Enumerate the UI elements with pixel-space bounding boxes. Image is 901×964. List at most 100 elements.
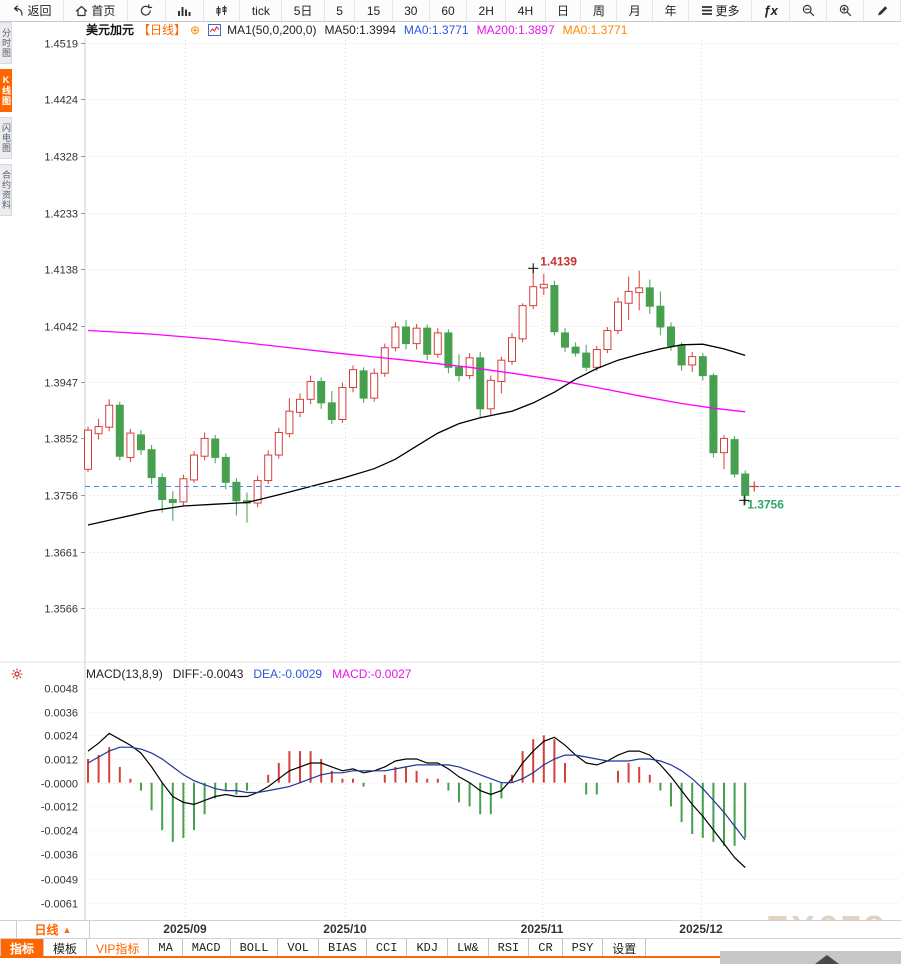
candle-body bbox=[221, 456, 230, 483]
price-chart-header: 美元加元 【日线】 ⊕ MA1(50,0,200,0) MA50:1.3994 … bbox=[86, 22, 627, 38]
candle-body bbox=[126, 432, 135, 458]
toolbar-month-label: 月 bbox=[628, 4, 641, 18]
toolbar-more-button[interactable]: 更多 bbox=[689, 0, 752, 21]
candle-body bbox=[200, 437, 209, 457]
toolbar-m5-button[interactable]: 5 bbox=[325, 0, 356, 21]
candle-body bbox=[274, 432, 283, 456]
toolbar-h2-label: 2H bbox=[478, 3, 494, 18]
home-icon bbox=[75, 5, 88, 17]
toolbar-day-button[interactable]: 日 bbox=[546, 0, 582, 21]
candle-body bbox=[137, 434, 145, 451]
candle-body bbox=[709, 375, 718, 454]
toolbar-candle-chart-button[interactable] bbox=[204, 0, 241, 21]
candle-body bbox=[359, 370, 368, 399]
sidebar-tab-K线图[interactable]: K线图 bbox=[0, 69, 12, 112]
indicator-tab-VIP指标[interactable]: VIP指标 bbox=[87, 939, 150, 957]
candle-body bbox=[486, 379, 495, 410]
candle-body bbox=[603, 330, 612, 351]
toolbar-column-chart-button[interactable] bbox=[166, 0, 204, 21]
candle-body bbox=[720, 437, 728, 454]
candle-body bbox=[561, 332, 569, 348]
price-tick-label: 1.3852 bbox=[44, 434, 78, 446]
toolbar-h4-label: 4H bbox=[517, 3, 534, 18]
candle-body bbox=[84, 429, 92, 470]
candle-body bbox=[667, 326, 675, 347]
indicator-tab-MACD[interactable]: MACD bbox=[183, 939, 231, 957]
indicator-tab-KDJ[interactable]: KDJ bbox=[407, 939, 449, 957]
sidebar-tab-闪电图[interactable]: 闪电图 bbox=[0, 117, 12, 159]
back-arrow-icon bbox=[11, 4, 24, 17]
toolbar-month-button[interactable]: 月 bbox=[617, 0, 654, 21]
ma0-blue-value: MA0:1.3771 bbox=[403, 22, 469, 37]
toolbar-back-button[interactable]: 返回 bbox=[0, 0, 64, 21]
indicator-tab-RSI[interactable]: RSI bbox=[489, 939, 530, 957]
toolbar-week-button[interactable]: 周 bbox=[581, 0, 618, 21]
macd-diff-line bbox=[87, 732, 746, 868]
price-tick-label: 1.4424 bbox=[44, 95, 78, 107]
sidebar-tab-分时图[interactable]: 分时图 bbox=[0, 22, 12, 64]
toolbar-5d-label: 5日 bbox=[293, 4, 313, 18]
indicator-tab-设置[interactable]: 设置 bbox=[603, 939, 647, 957]
toolbar-zoom-in-button[interactable] bbox=[827, 0, 865, 21]
candle-body bbox=[730, 439, 739, 475]
indicator-tab-MA[interactable]: MA bbox=[149, 939, 183, 957]
toolbar-fx-button[interactable]: ƒx bbox=[752, 0, 791, 21]
candle-body bbox=[571, 346, 580, 354]
period-label: 【日线】 bbox=[138, 23, 187, 37]
candle-body bbox=[190, 454, 198, 481]
price-tick-label: 1.3947 bbox=[44, 378, 78, 390]
toolbar-5d-button[interactable]: 5日 bbox=[282, 0, 325, 21]
macd-dea-line bbox=[87, 746, 746, 841]
candle-body bbox=[444, 332, 453, 368]
panel-expander[interactable] bbox=[720, 951, 901, 964]
indicator-tab-CR[interactable]: CR bbox=[529, 939, 563, 957]
indicator-tab-指标[interactable]: 指标 bbox=[0, 939, 45, 957]
toolbar-h4-button[interactable]: 4H bbox=[506, 0, 546, 21]
high-price-annotation: 1.4139 bbox=[540, 254, 577, 268]
toolbar-home-button[interactable]: 首页 bbox=[64, 0, 128, 21]
ma50-value: MA50:1.3994 bbox=[324, 22, 396, 37]
add-indicator-icon[interactable]: ⊕ bbox=[190, 22, 201, 37]
period-dropdown-label: 日线 bbox=[34, 923, 59, 937]
candle-body bbox=[656, 305, 665, 328]
toolbar-m30-button[interactable]: 30 bbox=[393, 0, 430, 21]
toolbar-refresh-button[interactable] bbox=[128, 0, 166, 21]
indicator-tab-BOLL[interactable]: BOLL bbox=[231, 939, 279, 957]
period-dropdown[interactable]: 日线 ▲ bbox=[16, 921, 90, 938]
triangle-up-icon bbox=[815, 955, 839, 964]
candle-body bbox=[614, 301, 622, 332]
indicator-tab-LW&[interactable]: LW& bbox=[448, 939, 489, 957]
candle-body bbox=[147, 449, 156, 479]
indicator-tab-PSY[interactable]: PSY bbox=[563, 939, 604, 957]
candle-body bbox=[402, 326, 410, 345]
toolbar-week-label: 周 bbox=[592, 4, 605, 18]
price-tick-label: 1.4138 bbox=[44, 265, 78, 277]
macd-tick-label: 0.0036 bbox=[44, 708, 78, 720]
macd-settings-icon[interactable] bbox=[11, 667, 23, 685]
indicator-tab-模板[interactable]: 模板 bbox=[44, 939, 88, 957]
indicator-tab-BIAS[interactable]: BIAS bbox=[319, 939, 367, 957]
macd-tick-label: -0.0049 bbox=[41, 875, 78, 887]
x-axis-label: 2025/09 bbox=[163, 922, 207, 936]
candle-chart-icon bbox=[215, 5, 228, 17]
top-toolbar: 返回 首页 tick 5日 5 15 30 60 2H 4H 日 周 月 年 更多 ƒx bbox=[0, 0, 901, 22]
toolbar-more-label: 更多 bbox=[715, 4, 740, 18]
indicator-tab-CCI[interactable]: CCI bbox=[367, 939, 408, 957]
toolbar-zoom-out-button[interactable] bbox=[790, 0, 828, 21]
candle-body bbox=[264, 454, 273, 482]
toolbar-m60-label: 60 bbox=[441, 3, 455, 18]
sidebar-tab-合约资料[interactable]: 合约资料 bbox=[0, 164, 12, 216]
toolbar-m60-button[interactable]: 60 bbox=[430, 0, 468, 21]
candle-body bbox=[688, 356, 697, 366]
mini-chart-icon[interactable] bbox=[208, 23, 222, 36]
candle-body bbox=[539, 283, 548, 289]
toolbar-m15-button[interactable]: 15 bbox=[355, 0, 393, 21]
toolbar-draw-button[interactable] bbox=[864, 0, 901, 21]
macd-tick-label: -0.0036 bbox=[41, 850, 78, 862]
candle-body bbox=[105, 404, 114, 428]
indicator-tab-VOL[interactable]: VOL bbox=[278, 939, 320, 957]
toolbar-year-button[interactable]: 年 bbox=[653, 0, 690, 21]
toolbar-tick-button[interactable]: tick bbox=[240, 0, 283, 21]
toolbar-h2-button[interactable]: 2H bbox=[467, 0, 507, 21]
